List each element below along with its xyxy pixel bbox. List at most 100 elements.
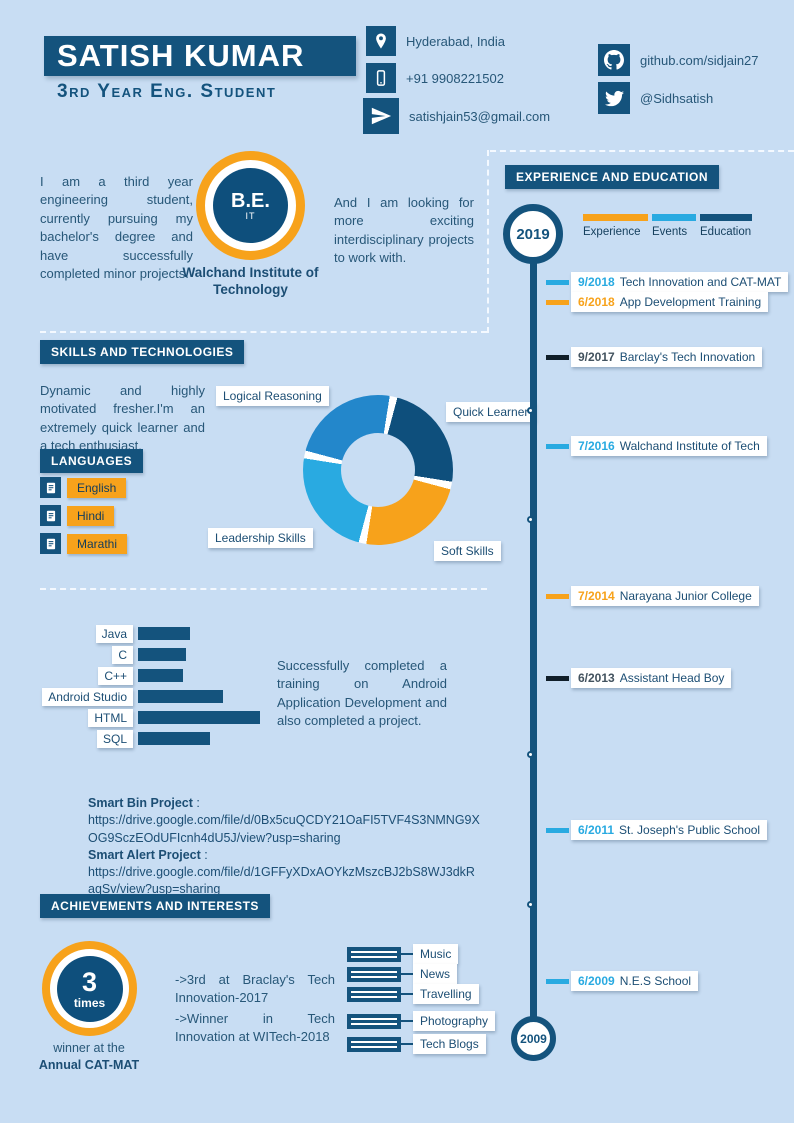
bar-row: C bbox=[40, 645, 260, 664]
timeline-entry-box: 6/2009 N.E.S School bbox=[571, 971, 699, 991]
donut-label-logical-reasoning: Logical Reasoning bbox=[216, 386, 329, 406]
bar-row: HTML bbox=[40, 708, 260, 727]
bar-label: C++ bbox=[98, 666, 133, 685]
project-url[interactable]: https://drive.google.com/file/d/0Bx5cuQC… bbox=[88, 813, 480, 845]
skill-bar bbox=[138, 690, 223, 703]
page-title: SATISH KUMAR bbox=[44, 36, 356, 76]
language-label: English bbox=[67, 477, 127, 498]
translate-icon bbox=[40, 477, 61, 498]
timeline-date: 6/2011 bbox=[578, 823, 615, 837]
interest-label: Tech Blogs bbox=[413, 1034, 486, 1054]
timeline-date: 6/2009 bbox=[578, 974, 615, 988]
skills-bar-chart: Java C C++ Android Studio HTML SQL bbox=[40, 624, 260, 748]
social-github: github.com/sidjain27 bbox=[598, 44, 759, 76]
contact-location: Hyderabad, India bbox=[366, 26, 505, 56]
timeline-entry-box: 9/2018 Tech Innovation and CAT-MAT bbox=[571, 272, 789, 292]
skills-donut-hole bbox=[341, 433, 415, 507]
legend-swatch-events bbox=[652, 214, 696, 221]
projects-block: Smart Bin Project : https://drive.google… bbox=[88, 795, 480, 899]
institute-name: Walchand Institute of Technology bbox=[182, 265, 319, 297]
timeline-date: 7/2014 bbox=[578, 589, 615, 603]
connector-line bbox=[401, 1043, 413, 1045]
timeline-entry: 6/2013 Assistant Head Boy bbox=[546, 668, 732, 688]
timeline-tick bbox=[546, 443, 569, 449]
interest-row: Tech Blogs bbox=[347, 1034, 486, 1054]
section-title-skills: SKILLS AND TECHNOLOGIES bbox=[40, 340, 245, 364]
divider-dashed-mid1 bbox=[40, 331, 487, 333]
bar-label: Android Studio bbox=[42, 687, 133, 706]
timeline-entry-box: 9/2017 Barclay's Tech Innovation bbox=[571, 347, 763, 367]
connector-line bbox=[401, 953, 413, 955]
timeline-date: 9/2018 bbox=[578, 275, 615, 289]
interest-row: Photography bbox=[347, 1011, 496, 1031]
award-badge-inner: 3 times bbox=[56, 955, 123, 1022]
github-handle[interactable]: github.com/sidjain27 bbox=[640, 52, 759, 68]
mobile-phone-icon bbox=[366, 63, 396, 93]
list-bars-icon bbox=[347, 1013, 401, 1029]
project-line: Smart Alert Project : https://drive.goog… bbox=[88, 847, 480, 899]
timeline-entry-box: 6/2013 Assistant Head Boy bbox=[571, 668, 732, 688]
skills-donut bbox=[303, 395, 453, 545]
timeline-legend: Experience Events Education bbox=[583, 214, 752, 238]
timeline-date: 6/2013 bbox=[578, 671, 615, 685]
list-bars-icon bbox=[347, 1036, 401, 1052]
timeline-text: Tech Innovation and CAT-MAT bbox=[619, 275, 782, 289]
timeline-tick bbox=[546, 593, 569, 599]
section-title-achievements: ACHIEVEMENTS AND INTERESTS bbox=[40, 894, 270, 918]
award-caption-line2: Annual CAT-MAT bbox=[38, 1057, 140, 1072]
divider-dashed-vertical bbox=[487, 150, 489, 333]
timeline-entry: 9/2017 Barclay's Tech Innovation bbox=[546, 347, 763, 367]
timeline-text: Walchand Institute of Tech bbox=[619, 439, 760, 453]
list-bars-icon bbox=[347, 986, 401, 1002]
list-bars-icon bbox=[347, 946, 401, 962]
translate-icon bbox=[40, 533, 61, 554]
timeline-entry: 7/2014 Narayana Junior College bbox=[546, 586, 759, 606]
legend-label-experience: Experience bbox=[583, 226, 641, 238]
divider-dashed-top bbox=[490, 150, 794, 152]
language-row: English bbox=[40, 477, 127, 498]
timeline-axis bbox=[530, 262, 537, 1022]
interest-label: Travelling bbox=[413, 984, 479, 1004]
contact-email-text[interactable]: satishjain53@gmail.com bbox=[409, 108, 551, 124]
timeline-entry: 7/2016 Walchand Institute of Tech bbox=[546, 436, 767, 456]
bar-label: C bbox=[112, 645, 133, 664]
award-count: 3 bbox=[81, 966, 98, 997]
connector-line bbox=[401, 973, 413, 975]
timeline-entry-box: 7/2014 Narayana Junior College bbox=[571, 586, 759, 606]
timeline-dot bbox=[527, 407, 534, 414]
language-row: Hindi bbox=[40, 505, 115, 526]
award-caption-line1: winner at the bbox=[53, 1041, 125, 1055]
timeline-entry-box: 6/2018 App Development Training bbox=[571, 292, 769, 312]
timeline-entry-box: 7/2016 Walchand Institute of Tech bbox=[571, 436, 767, 456]
language-label: Marathi bbox=[67, 533, 128, 554]
legend-swatch-education bbox=[700, 214, 752, 221]
timeline-tick bbox=[546, 299, 569, 305]
language-label: Hindi bbox=[67, 505, 115, 526]
timeline-entry: 6/2011 St. Joseph's Public School bbox=[546, 820, 768, 840]
list-bars-icon bbox=[347, 966, 401, 982]
project-name: Smart Bin Project bbox=[88, 796, 193, 810]
bar-row: Android Studio bbox=[40, 687, 260, 706]
project-name: Smart Alert Project bbox=[88, 847, 201, 862]
translate-icon bbox=[40, 505, 61, 526]
award-badge: 3 times bbox=[42, 941, 137, 1036]
twitter-icon bbox=[598, 82, 630, 114]
timeline-tick bbox=[546, 978, 569, 984]
award-caption: winner at the Annual CAT-MAT bbox=[28, 1040, 150, 1074]
contact-phone-text: +91 9908221502 bbox=[406, 70, 504, 86]
timeline-dot bbox=[527, 516, 534, 523]
timeline-date: 9/2017 bbox=[578, 350, 615, 364]
project-url[interactable]: https://drive.google.com/file/d/1GFFyXDx… bbox=[88, 865, 475, 897]
skill-bar bbox=[138, 627, 190, 640]
location-pin-icon bbox=[366, 26, 396, 56]
github-icon bbox=[598, 44, 630, 76]
interest-label: News bbox=[413, 964, 458, 984]
donut-label-leadership-skills: Leadership Skills bbox=[208, 528, 313, 548]
paper-plane-icon bbox=[363, 98, 399, 134]
twitter-handle[interactable]: @Sidhsatish bbox=[640, 90, 714, 106]
timeline-entry: 6/2018 App Development Training bbox=[546, 292, 769, 312]
contact-phone: +91 9908221502 bbox=[366, 63, 504, 93]
project-separator: : bbox=[200, 847, 208, 862]
degree-badge-inner: B.E. IT bbox=[213, 168, 288, 243]
